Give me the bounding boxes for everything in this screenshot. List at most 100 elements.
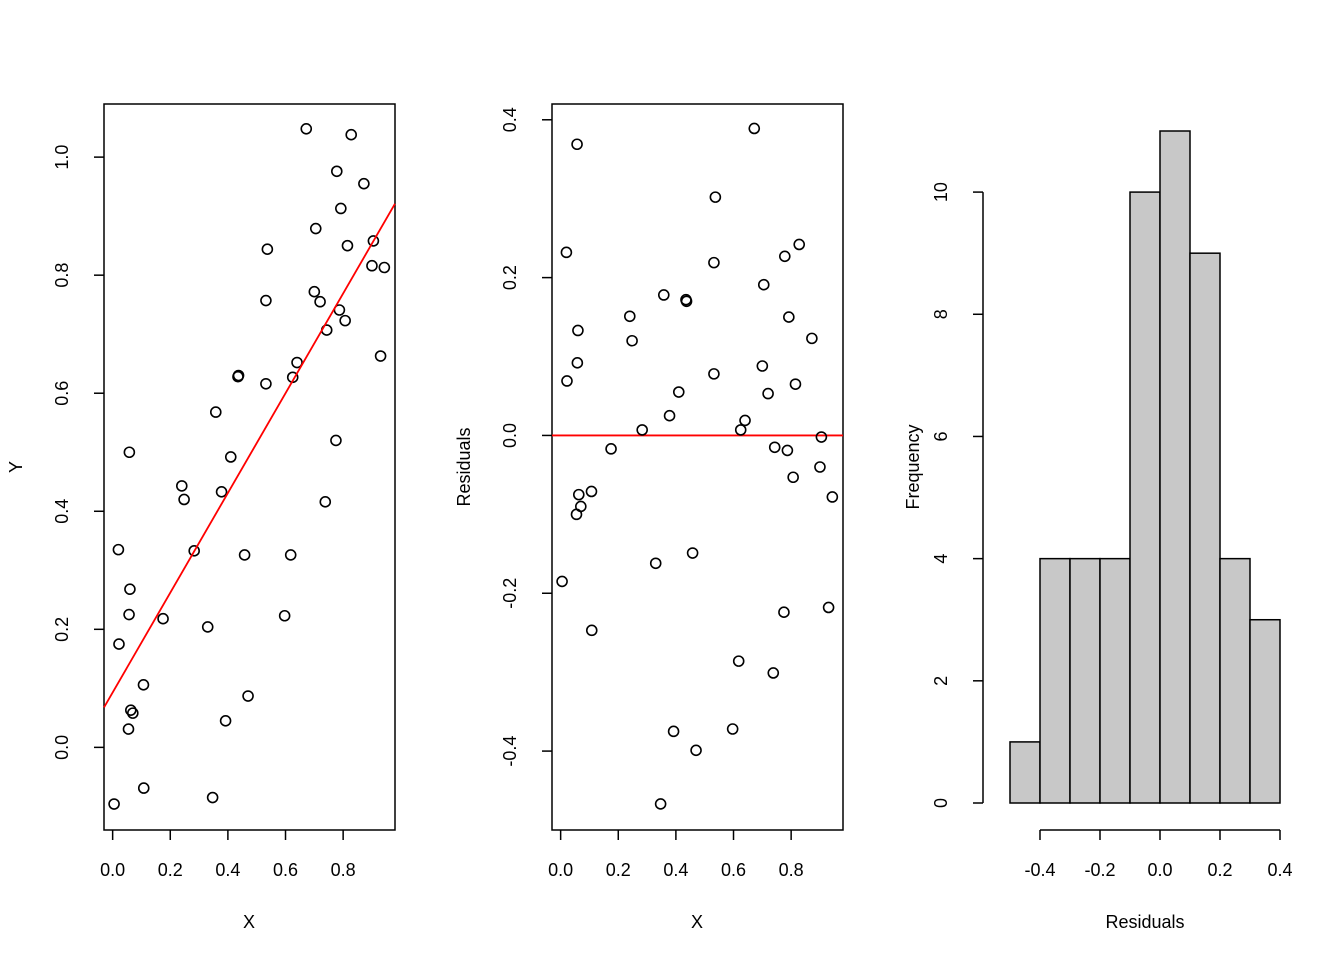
- scatter-y-vs-x-panel: 0.0 0.2 0.4 0.6 0.8 0.0 0.2 0.4 0.6 0.8 1.0 X Y: [6, 103, 396, 932]
- data-point: [122, 723, 135, 735]
- data-point: [284, 549, 297, 561]
- data-point: [238, 549, 251, 561]
- histogram-bar: [1009, 741, 1041, 804]
- y-tick-label: 8: [931, 309, 951, 319]
- data-point: [781, 444, 794, 457]
- data-point: [309, 222, 322, 235]
- x-tick-label: 0.4: [1267, 860, 1292, 880]
- data-point: [137, 678, 150, 691]
- data-point: [626, 334, 638, 347]
- data-point: [657, 289, 670, 301]
- y-tick-label: 10: [931, 182, 951, 202]
- y-tick-label: 0.2: [500, 265, 520, 290]
- data-point: [201, 621, 214, 633]
- data-point: [560, 246, 573, 259]
- data-point: [814, 461, 826, 473]
- data-point: [680, 295, 693, 308]
- residuals-histogram-panel: -0.4 -0.2 0.0 0.2 0.4 0 2 4 6 8 10 Residuals Freq…: [903, 130, 1293, 932]
- data-point: [572, 488, 585, 501]
- residuals-vs-x-panel: 0.0 0.2 0.4 0.6 0.8 -0.4 -0.2 0.0 0.2 0.4 X Resi…: [454, 103, 844, 932]
- y-tick-label: 0.8: [52, 263, 72, 288]
- data-point: [690, 744, 702, 757]
- data-point: [778, 250, 791, 263]
- data-point: [585, 485, 598, 498]
- histogram-bar: [1099, 557, 1131, 804]
- x-tick-label: 0.6: [721, 860, 746, 880]
- data-point: [732, 655, 745, 667]
- data-point: [308, 285, 321, 298]
- data-point: [175, 480, 188, 492]
- data-point: [783, 311, 795, 323]
- data-point: [806, 332, 818, 345]
- data-point: [261, 243, 274, 255]
- data-point: [575, 500, 587, 513]
- data-point: [726, 723, 739, 735]
- x-tick-label: 0.8: [331, 860, 356, 880]
- data-point: [242, 690, 254, 702]
- x-tick-label: 0.0: [548, 860, 573, 880]
- y-tick-label: 1.0: [52, 145, 72, 170]
- y-tick-label: 0.0: [52, 735, 72, 760]
- data-point: [572, 324, 584, 337]
- data-point: [215, 485, 228, 498]
- data-point: [789, 378, 802, 390]
- data-point: [739, 414, 751, 427]
- x-tick-label: -0.2: [1084, 860, 1115, 880]
- data-point: [654, 798, 667, 810]
- data-point: [319, 496, 332, 508]
- data-point: [667, 725, 680, 738]
- data-point: [623, 310, 636, 323]
- data-point: [636, 424, 648, 436]
- y-axis: 0.0 0.2 0.4 0.6 0.8 1.0: [52, 145, 104, 760]
- data-point: [188, 545, 200, 557]
- data-point: [708, 256, 720, 269]
- data-point: [345, 128, 358, 141]
- data-point: [341, 239, 354, 252]
- data-point: [260, 377, 272, 390]
- data-point: [124, 704, 137, 716]
- data-point: [748, 122, 761, 135]
- data-point: [709, 191, 722, 203]
- data-point: [113, 638, 125, 650]
- data-point: [209, 406, 222, 418]
- data-point: [734, 424, 747, 436]
- data-point: [123, 446, 136, 459]
- y-tick-label: 0.2: [52, 617, 72, 642]
- data-point: [366, 259, 378, 272]
- data-point: [374, 350, 387, 362]
- data-point: [757, 278, 770, 291]
- x-axis: 0.0 0.2 0.4 0.6 0.8: [100, 830, 356, 880]
- x-tick-label: 0.6: [273, 860, 298, 880]
- data-point: [778, 606, 790, 619]
- x-tick-label: 0.8: [779, 860, 804, 880]
- data-point: [300, 122, 313, 135]
- data-point: [585, 624, 598, 637]
- data-point: [756, 360, 769, 372]
- regression-line: [103, 203, 396, 708]
- x-tick-label: -0.4: [1024, 860, 1055, 880]
- data-points: [108, 122, 391, 810]
- data-point: [108, 798, 120, 810]
- data-point: [127, 707, 139, 719]
- data-point: [232, 369, 245, 382]
- data-point: [358, 177, 370, 190]
- x-tick-label: 0.2: [1207, 860, 1232, 880]
- plot-frame: [551, 103, 844, 831]
- y-tick-label: 4: [931, 554, 951, 564]
- y-tick-label: 0.4: [52, 499, 72, 524]
- data-point: [762, 387, 774, 400]
- data-point: [768, 441, 781, 454]
- x-axis-title: Residuals: [1105, 912, 1184, 932]
- y-tick-label: 0.4: [500, 107, 520, 132]
- y-axis: 0 2 4 6 8 10: [931, 182, 984, 808]
- data-point: [157, 612, 169, 625]
- data-point: [314, 295, 326, 308]
- data-point: [767, 667, 780, 679]
- x-axis: 0.0 0.2 0.4 0.6 0.8: [548, 830, 804, 880]
- data-point: [178, 493, 190, 506]
- data-point: [206, 791, 219, 804]
- histogram-bar: [1129, 191, 1161, 804]
- data-point: [339, 314, 351, 327]
- x-axis: -0.4 -0.2 0.0 0.2 0.4: [1024, 829, 1293, 880]
- x-axis-title: X: [243, 912, 255, 932]
